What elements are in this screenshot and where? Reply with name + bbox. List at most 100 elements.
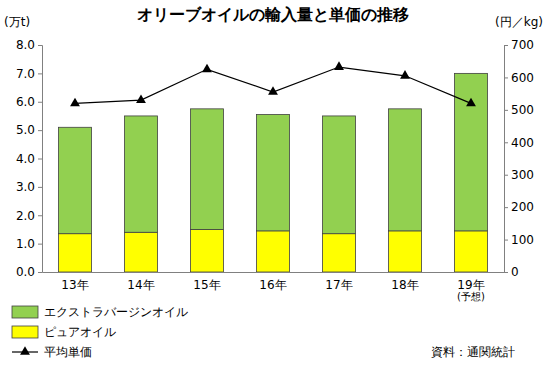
tick: 400 [504, 136, 534, 150]
x-axis: 13年 14年 15年 16年 17年 18年 19年(予想) [43, 272, 505, 302]
bar [257, 115, 290, 231]
legend-label: 平均単価 [44, 345, 92, 359]
tick-mark [38, 272, 42, 273]
axis-line [43, 272, 505, 273]
marker [268, 86, 278, 95]
tick-label: 14年 [127, 278, 154, 292]
marker [70, 98, 80, 107]
tick: 300 [504, 168, 534, 182]
line [75, 67, 471, 103]
tick-mark [504, 207, 508, 208]
tick: 700 [504, 38, 534, 52]
tick-label: 200 [511, 200, 534, 214]
tick-label: 7.0 [16, 67, 35, 81]
legend: エクストラバージンオイルピュアオイル平均単価 [12, 305, 188, 359]
bar [257, 231, 290, 272]
tick-label: 500 [511, 103, 534, 117]
title: オリーブオイルの輸入量と単価の推移 [137, 5, 409, 24]
tick-label: 8.0 [16, 38, 35, 52]
tick-label: 15年 [193, 278, 220, 292]
tick: 16年 [259, 272, 286, 292]
legend-swatch [12, 306, 38, 318]
bar [455, 231, 488, 272]
bar [323, 116, 356, 234]
marks [59, 61, 488, 272]
chart: オリーブオイルの輸入量と単価の推移 (万t) (円／kg) 0.0 1.0 2.0 3.0 4… [0, 0, 546, 370]
bar [389, 231, 422, 272]
tick-label: 0.0 [16, 265, 35, 279]
tick: 8.0 [16, 38, 42, 52]
marker [136, 94, 146, 103]
tick-mark [504, 110, 508, 111]
legend-label: エクストラバージンオイル [44, 305, 188, 319]
tick-label: 17年 [325, 278, 352, 292]
tick: 4.0 [16, 152, 42, 166]
tick: 18年 [391, 272, 418, 292]
tick-label: 400 [511, 136, 534, 150]
y2-axis: 0 100 200 300 400 500 600 700 [504, 38, 534, 279]
tick-label: 0 [511, 265, 519, 279]
tick-mark [38, 215, 42, 216]
bar [323, 234, 356, 272]
tick-mark [38, 45, 42, 46]
tick-mark [38, 187, 42, 188]
marker [334, 61, 344, 70]
bar [389, 109, 422, 231]
source: 資料：通関統計 [431, 345, 515, 359]
bar [59, 234, 92, 272]
tick-mark [504, 77, 508, 78]
marker [466, 98, 476, 107]
tick-label: 700 [511, 38, 534, 52]
legend-label: ピュアオイル [44, 325, 116, 339]
tick-mark [504, 175, 508, 176]
axis-line [38, 46, 43, 273]
tick-label: 13年 [61, 278, 88, 292]
tick-label: 18年 [391, 278, 418, 292]
y2-axis-title: (円／kg) [495, 15, 543, 29]
tick-mark [504, 272, 508, 273]
legend-marker [20, 346, 30, 355]
tick-mark [504, 142, 508, 143]
tick: 200 [504, 200, 534, 214]
tick-mark [504, 240, 508, 241]
tick-label: 5.0 [16, 123, 35, 137]
tick-label: 1.0 [16, 237, 35, 251]
y-axis-title: (万t) [4, 15, 30, 29]
axis-line [505, 46, 509, 273]
tick-mark [38, 73, 42, 74]
tick-mark [38, 244, 42, 245]
tick: 15年 [193, 272, 220, 292]
tick: 1.0 [16, 237, 42, 251]
tick-label: 6.0 [16, 95, 35, 109]
tick: 500 [504, 103, 534, 117]
bar [59, 127, 92, 233]
tick-mark [38, 102, 42, 103]
y-axis: 0.0 1.0 2.0 3.0 4.0 5.0 6.0 7.0 8.0 [16, 38, 43, 279]
tick: 5.0 [16, 123, 42, 137]
tick: 600 [504, 71, 534, 85]
tick: 0 [504, 265, 519, 279]
bar [191, 229, 224, 272]
bar [125, 116, 158, 232]
tick: 0.0 [16, 265, 42, 279]
tick: 14年 [127, 272, 154, 292]
tick-mark [38, 130, 42, 131]
tick-label: 3.0 [16, 180, 35, 194]
tick: 19年(予想) [457, 272, 485, 302]
tick: 100 [504, 233, 534, 247]
tick: 2.0 [16, 209, 42, 223]
tick: 17年 [325, 272, 352, 292]
tick: 7.0 [16, 67, 42, 81]
marker [400, 70, 410, 79]
tick-label: 100 [511, 233, 534, 247]
tick-label: 600 [511, 71, 534, 85]
tick: 6.0 [16, 95, 42, 109]
tick: 13年 [61, 272, 88, 292]
bar [191, 109, 224, 230]
legend-item: 平均単価 [12, 345, 92, 359]
legend-item: ピュアオイル [12, 325, 116, 339]
tick-label: 2.0 [16, 209, 35, 223]
legend-item: エクストラバージンオイル [12, 305, 188, 319]
bar [125, 232, 158, 272]
tick: 3.0 [16, 180, 42, 194]
